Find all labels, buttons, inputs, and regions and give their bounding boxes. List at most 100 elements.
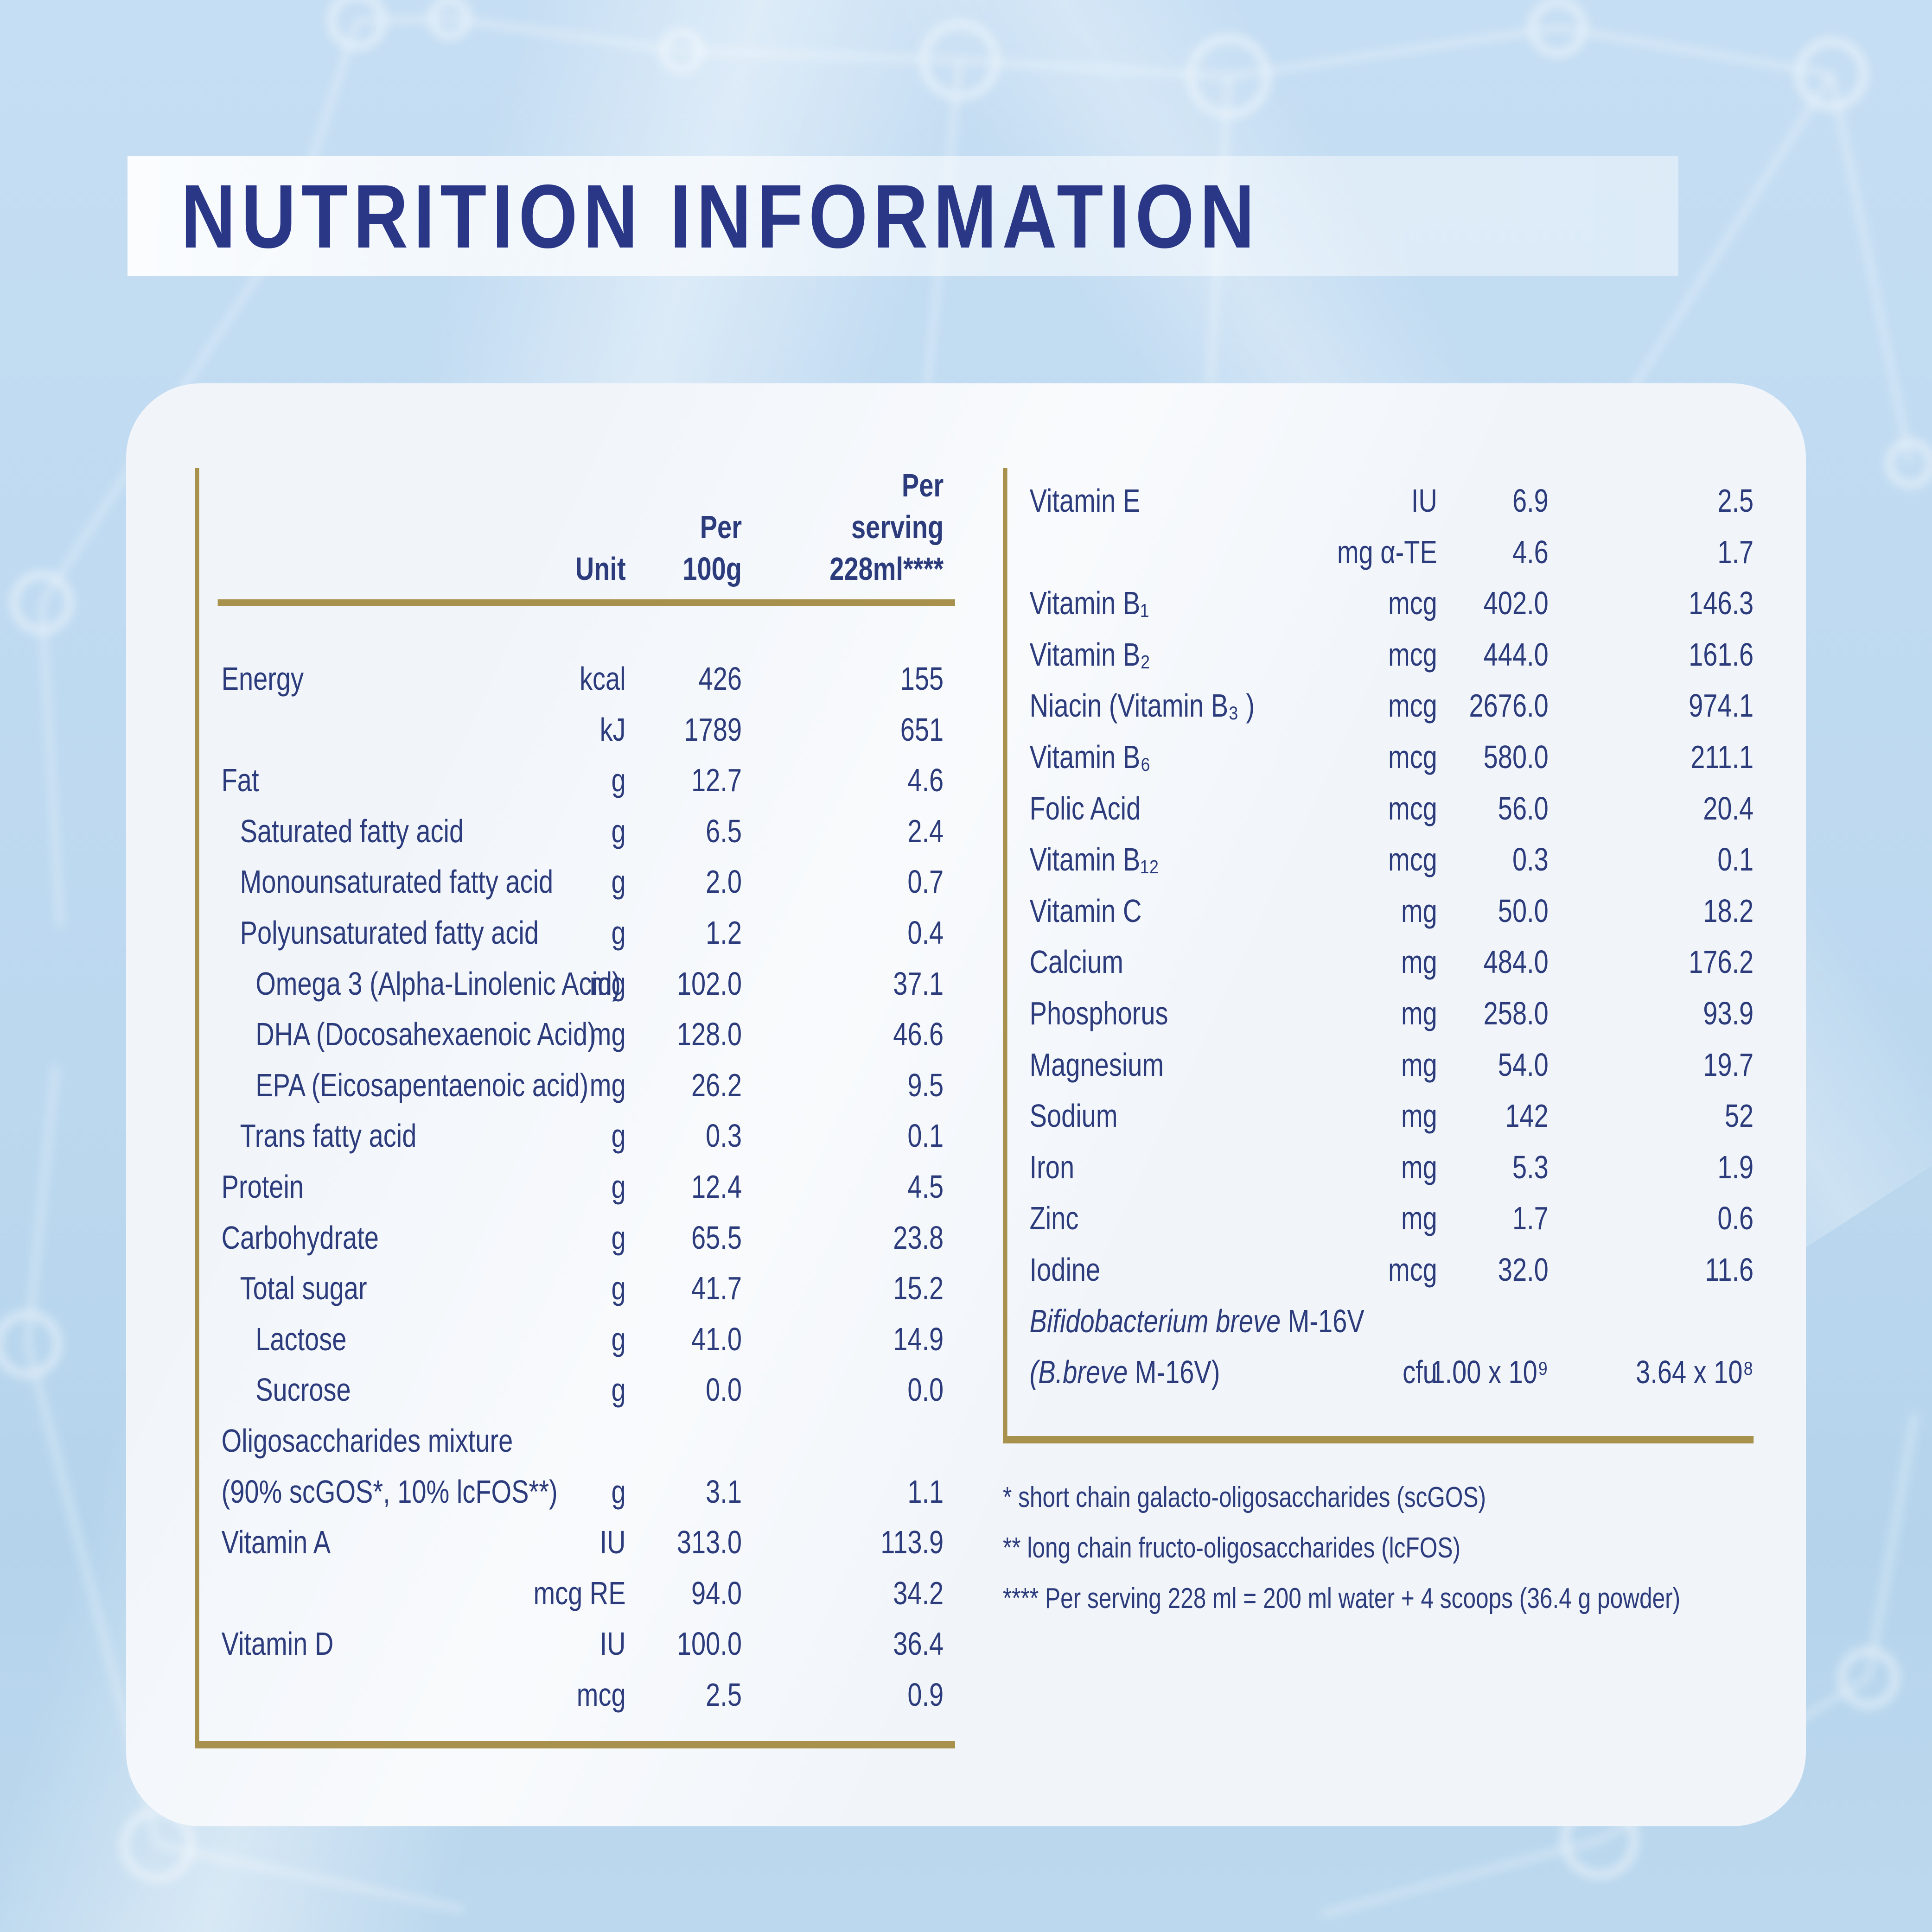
row-unit: g [611,1270,626,1307]
row-label: EPA (Eicosapentaenoic acid) [255,1067,589,1103]
row-value-per-100g: 580.0 [1483,738,1549,775]
table-row: Vitamin B₂ mcg 444.0 161.6 [1007,629,1754,680]
row-unit: g [611,1473,626,1510]
row-value-per-serving: 1.7 [1717,534,1754,570]
table-row: Polyunsaturated fatty acid g 1.2 0.4 [199,908,955,959]
row-value-per-100g: 41.7 [691,1270,742,1307]
row-label: Total sugar [240,1270,367,1307]
row-value-per-serving: 23.8 [893,1219,944,1256]
row-unit: mg [1401,1046,1437,1083]
row-value-per-100g: 0.0 [706,1372,742,1408]
row-value-per-100g: 258.0 [1483,995,1549,1031]
row-label: Trans fatty acid [240,1118,417,1154]
row-label: Vitamin C [1029,892,1142,929]
row-value-per-100g: 6.9 [1512,483,1549,519]
row-value-per-serving: 176.2 [1689,944,1754,980]
row-value-per-serving: 113.9 [880,1524,944,1561]
row-value-per-100g: 102.0 [676,965,742,1002]
row-value-per-serving: 19.7 [1703,1046,1754,1083]
row-label: Sodium [1029,1098,1118,1134]
row-value-per-serving [1007,1296,1754,1347]
row-value-per-100g: 142 [1505,1098,1549,1134]
row-label: Magnesium [1029,1046,1164,1083]
row-value-per-100g: 50.0 [1498,892,1549,929]
row-value-per-serving: 11.6 [1705,1251,1754,1288]
row-label: Iodine [1029,1251,1101,1288]
row-label-italic: Bifidobacterium breve [1029,1303,1281,1339]
row-label: Calcium [1029,944,1123,980]
row-unit: g [611,864,626,900]
row-value-per-100g: 5.3 [1512,1149,1549,1185]
row-value-per-100g: 4.6 [1512,534,1549,570]
row-unit: kcal [580,661,626,697]
row-label: Monounsaturated fatty acid [240,864,554,900]
row-label: Sucrose [255,1372,351,1408]
table-row: mg α-TE 4.6 1.7 [1007,527,1754,578]
table-row: Calcium mg 484.0 176.2 [1007,936,1754,988]
row-unit: mcg [1388,841,1437,878]
row-value-per-serving: 2.5 [1717,483,1754,519]
row-value-per-serving: 974.1 [1689,687,1754,724]
row-value-per-100g: 26.2 [691,1067,742,1103]
table-row: Fat g 12.7 4.6 [199,755,955,806]
table-row: Sucrose g 0.0 0.0 [199,1365,955,1416]
table-row: Energy kcal 426 155 [199,654,955,705]
table-row: mcg 2.5 0.9 [199,1670,955,1721]
row-label: Protein [221,1168,304,1205]
row-unit: cfu [1403,1354,1437,1391]
table-row: Iodine mcg 32.0 11.6 [1007,1244,1754,1296]
row-label: Vitamin E [1029,483,1141,519]
row-label: Vitamin B₁ [1029,585,1149,622]
row-label: Vitamin B₁₂ [1029,841,1159,878]
table-row: Vitamin E IU 6.9 2.5 [1007,475,1754,527]
row-value-per-serving: 52 [1724,1098,1754,1134]
row-unit: mcg [1388,790,1437,826]
row-label: Vitamin B₆ [1029,738,1151,775]
row-value-per-100g: 32.0 [1498,1251,1549,1288]
row-value-per-serving: 0.0 [907,1372,944,1408]
row-value-per-100g: 484.0 [1483,944,1549,980]
table-row: Trans fatty acid g 0.3 0.1 [199,1111,955,1162]
table-row: Vitamin D IU 100.0 36.4 [199,1619,955,1670]
row-value-per-serving: 155 [900,661,944,697]
row-value-per-serving: 3.64 x 10⁸ [1636,1354,1754,1391]
table-row: Zinc mg 1.7 0.6 [1007,1193,1754,1244]
table-row: Saturated fatty acid g 6.5 2.4 [199,806,955,857]
row-unit: mcg RE [533,1575,626,1611]
row-unit: mcg [1388,636,1437,673]
table-row: Vitamin A IU 313.0 113.9 [199,1517,955,1568]
row-value-per-100g: 402.0 [1483,585,1549,622]
table-row: Vitamin C mg 50.0 18.2 [1007,885,1754,937]
nutrition-table-right: Vitamin E IU 6.9 2.5 mg α-TE 4.6 1.7 Vitamin B₁… [1003,468,1754,1443]
table-row: Lactose g 41.0 14.9 [199,1314,955,1365]
row-label: Bifidobacterium breve M-16V [1030,1296,1365,1347]
row-value-per-serving: 4.6 [907,762,944,799]
table-row: Bifidobacterium breve M-16V [1007,1296,1754,1347]
nutrition-table-left: Unit Per 100g Per serving 228ml**** Ener… [195,467,956,1748]
table-row: kJ 1789 651 [199,705,955,756]
row-unit: mg [1401,1149,1437,1185]
table-row: Omega 3 (Alpha-Linolenic Acid) mg 102.0 37.… [199,959,955,1010]
row-unit: g [611,762,626,799]
row-label: Folic Acid [1029,790,1141,826]
row-unit: kJ [599,711,626,748]
header-per-serving: Per serving 228ml**** [829,467,944,587]
row-unit: g [611,1118,626,1154]
footnotes: * short chain galacto-oligosaccharides (… [1003,1472,1730,1624]
table-row: Vitamin B₁₂ mcg 0.3 0.1 [1007,834,1754,885]
row-unit: mcg [576,1676,626,1713]
row-label: Oligosaccharides mixture [221,1422,513,1459]
right-table-rows: Vitamin E IU 6.9 2.5 mg α-TE 4.6 1.7 Vitamin B₁… [1007,475,1754,1398]
row-unit: g [611,1219,626,1256]
row-unit: mcg [1388,738,1437,775]
row-label: Vitamin D [221,1626,334,1662]
row-value-per-serving: 651 [900,711,944,748]
row-unit: mcg [1388,1251,1437,1288]
row-value-per-serving: 36.4 [893,1626,944,1662]
row-value-per-100g: 100.0 [676,1626,742,1662]
row-label: Fat [221,762,259,799]
row-unit: g [611,1168,626,1205]
row-value-per-serving: 2.4 [907,813,944,849]
table-row: Sodium mg 142 52 [1007,1090,1754,1142]
page-title: NUTRITION INFORMATION [181,165,1260,267]
